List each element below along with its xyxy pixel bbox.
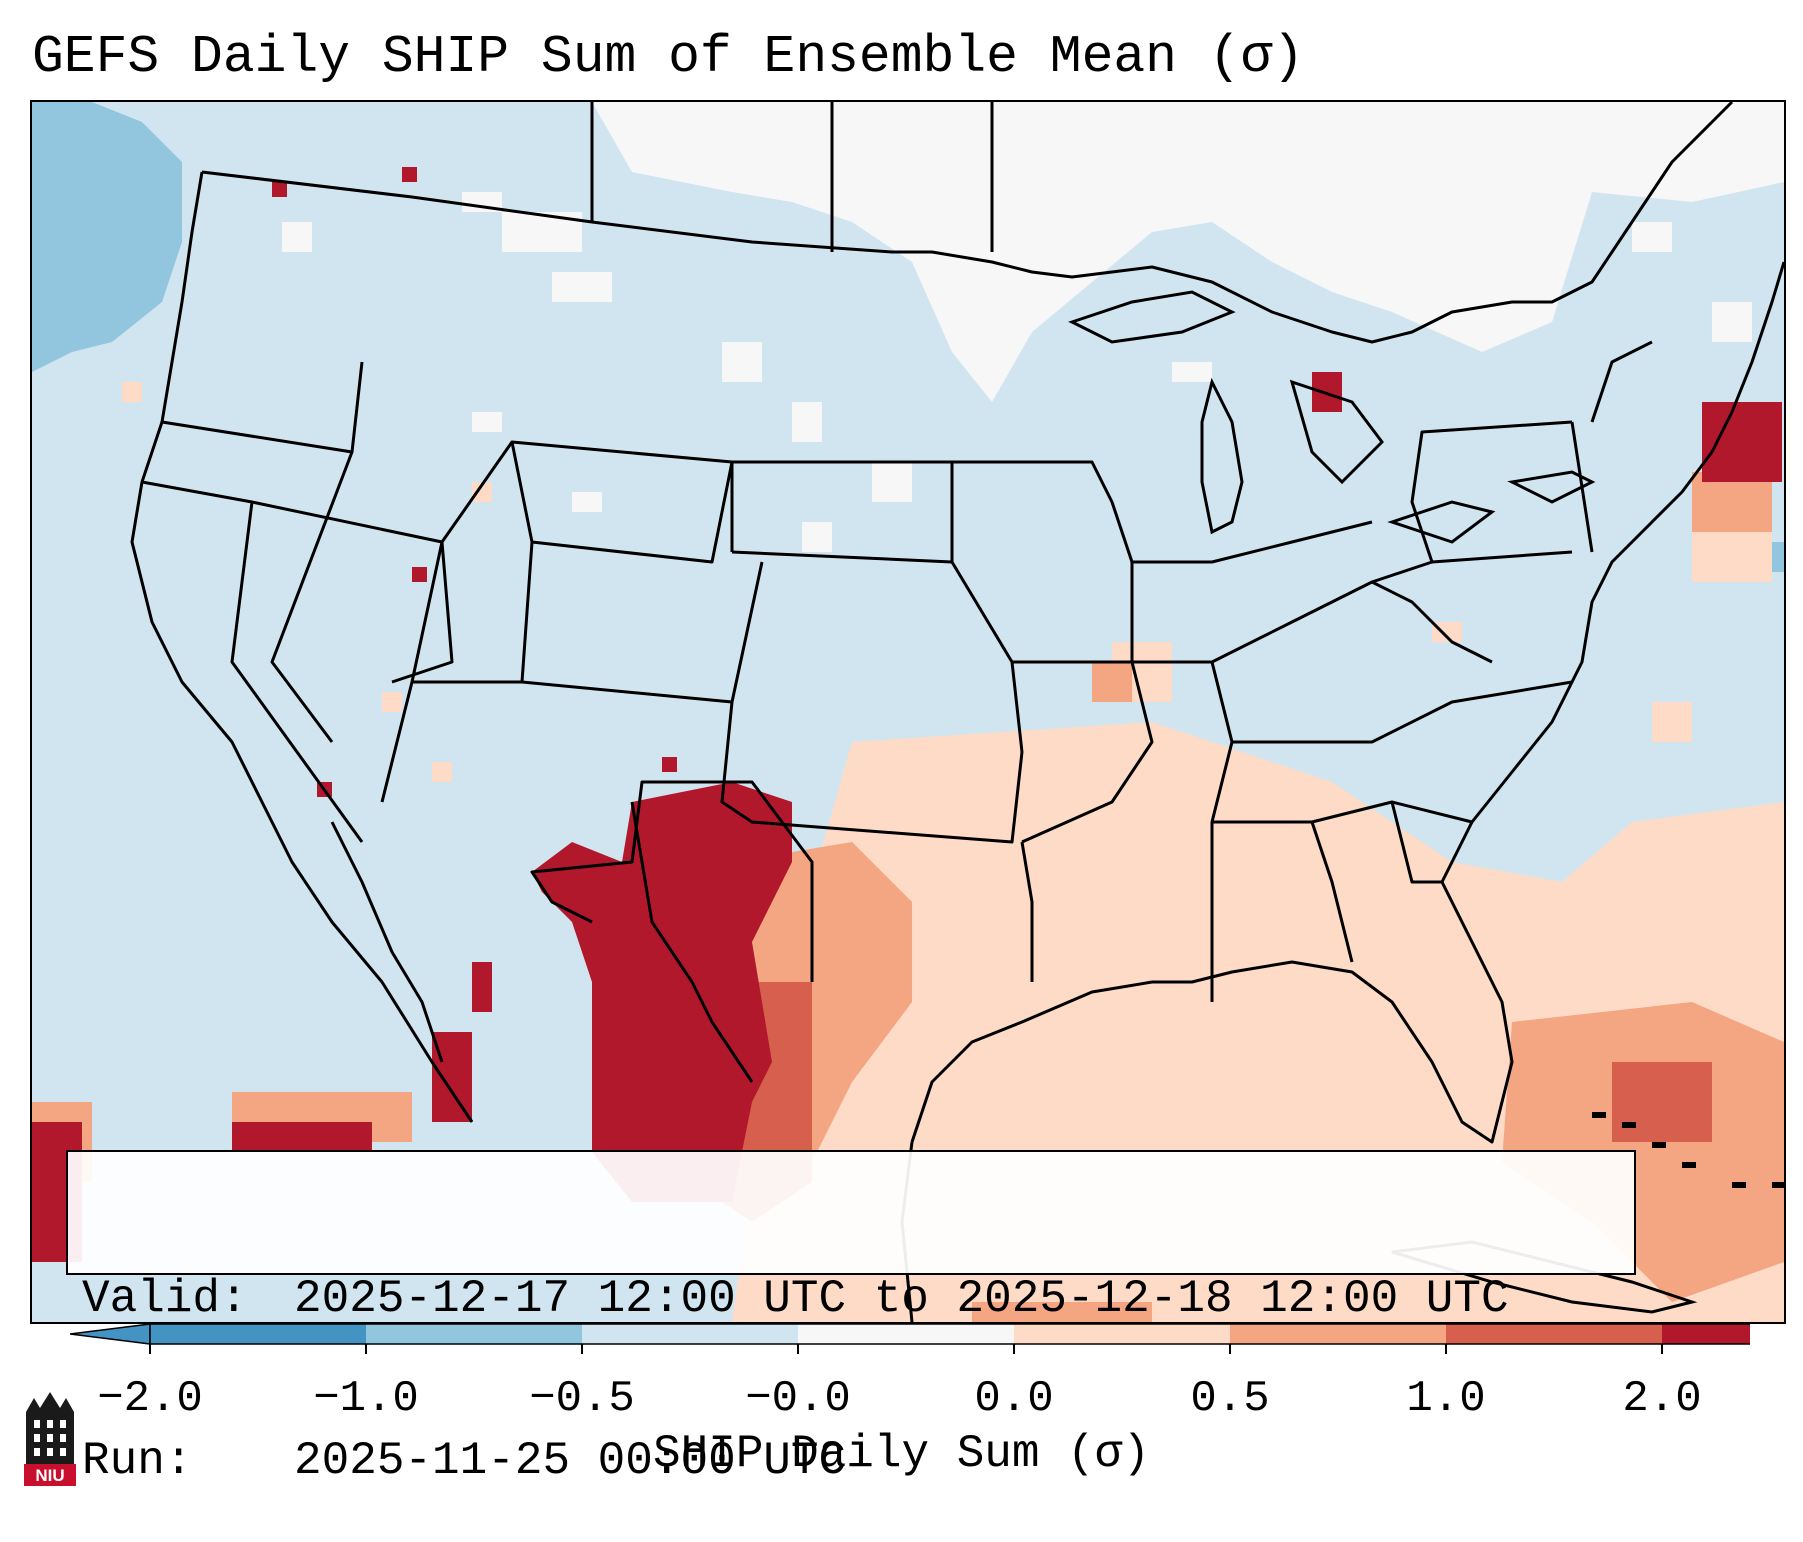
colorbar-segment — [1014, 1324, 1230, 1344]
neutral-field-patches — [282, 102, 1784, 552]
niu-logo: NIU — [24, 1392, 76, 1486]
colorbar-tick-label: −0.0 — [745, 1374, 851, 1424]
logo-text: NIU — [35, 1466, 64, 1485]
colorbar-segment — [798, 1324, 1014, 1344]
colorbar-segment — [1446, 1324, 1662, 1344]
colorbar-label: SHIP Daily Sum (σ) — [653, 1428, 1150, 1480]
colorbar-tick-label: −2.0 — [97, 1374, 203, 1424]
colorbar-tick-label: −0.5 — [529, 1374, 635, 1424]
run-value: 2025-11-25 00:00 UTC — [294, 1435, 847, 1487]
map-panel — [30, 100, 1786, 1324]
valid-label: Valid: — [82, 1273, 248, 1325]
valid-value: 2025-12-17 12:00 UTC to 2025-12-18 12:00… — [294, 1273, 1509, 1325]
map-title: GEFS Daily SHIP Sum of Ensemble Mean (σ) — [32, 27, 1305, 87]
colorbar-segment — [150, 1324, 366, 1344]
ship-map — [32, 102, 1784, 1322]
colorbar-segment — [1662, 1324, 1750, 1344]
colorbar-tick-label: 2.0 — [1622, 1374, 1701, 1424]
colorbar: −2.0 −1.0 −0.5 −0.0 0.0 0.5 1.0 2.0 — [70, 1323, 1750, 1424]
colorbar-segment — [366, 1324, 582, 1344]
valid-info-box: Valid: 2025-12-17 12:00 UTC to 2025-12-1… — [66, 1150, 1636, 1487]
colorbar-extend-low — [70, 1323, 151, 1345]
colorbar-segment — [1230, 1324, 1446, 1344]
colorbar-tick-label: 0.0 — [974, 1374, 1053, 1424]
colorbar-tick-label: −1.0 — [313, 1374, 419, 1424]
colorbar-tick-label: 1.0 — [1406, 1374, 1485, 1424]
colorbar-segments — [70, 1323, 1750, 1345]
colorbar-segment — [582, 1324, 798, 1344]
colorbar-ticks: −2.0 −1.0 −0.5 −0.0 0.0 0.5 1.0 2.0 — [97, 1344, 1702, 1424]
boundary-lines — [130, 102, 1784, 1322]
extreme-positive-patches — [32, 167, 1782, 1262]
caribbean-islands — [1592, 1112, 1784, 1188]
colorbar-tick-label: 0.5 — [1190, 1374, 1269, 1424]
great-lakes — [1068, 290, 1596, 544]
run-label: Run: — [82, 1435, 193, 1487]
